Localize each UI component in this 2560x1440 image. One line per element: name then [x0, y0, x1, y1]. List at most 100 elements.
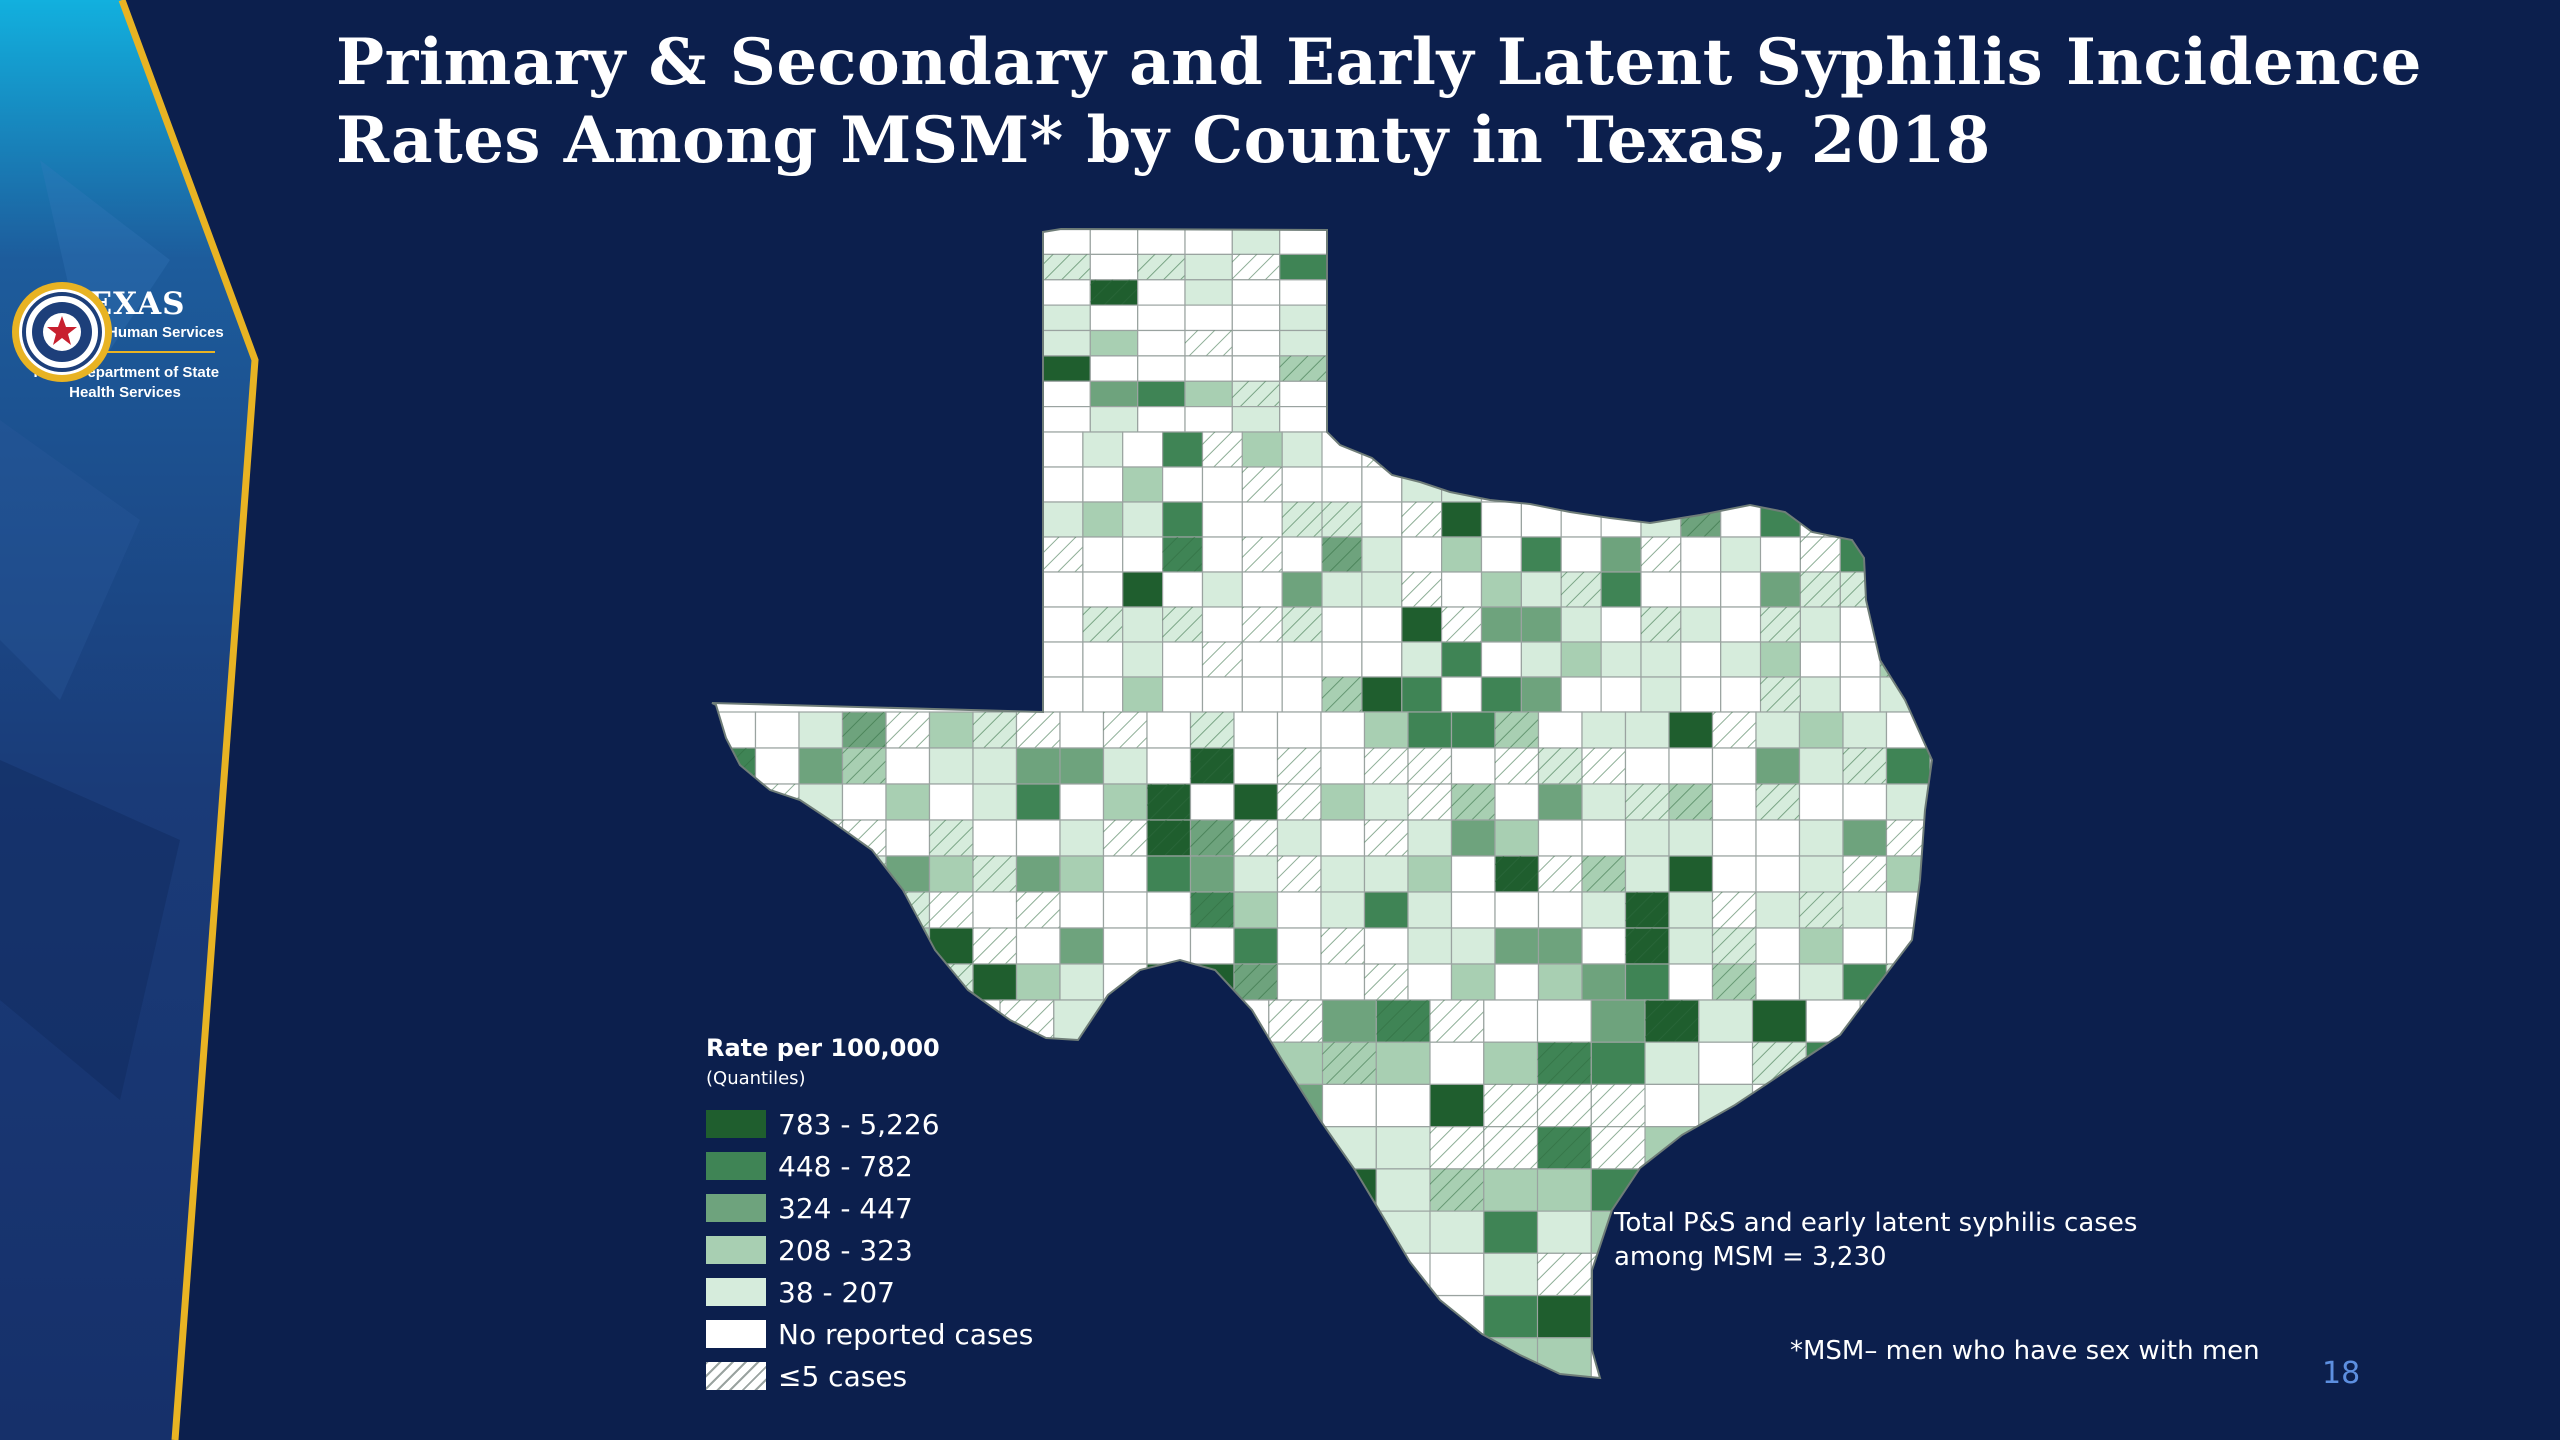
county: [1483, 1041, 1539, 1085]
county: [1407, 963, 1453, 1001]
county: [1122, 641, 1164, 678]
county-hatch: [1147, 784, 1191, 820]
county: [1184, 279, 1233, 306]
county: [1590, 1168, 1646, 1212]
county: [1600, 431, 1642, 468]
county: [972, 963, 1018, 1001]
county: [1361, 466, 1403, 503]
county-hatch: [1537, 1253, 1592, 1296]
county-hatch: [1190, 820, 1234, 856]
county: [1842, 783, 1888, 821]
county: [885, 855, 931, 893]
county: [798, 891, 844, 929]
county: [1600, 571, 1642, 608]
county-hatch: [1242, 537, 1283, 572]
legend-swatch: [706, 1152, 766, 1180]
county: [1201, 501, 1244, 538]
county: [1440, 641, 1483, 678]
county: [1668, 819, 1714, 857]
county-hatch: [1376, 1000, 1431, 1043]
county: [1429, 1210, 1485, 1254]
legend-swatch: [706, 1362, 766, 1390]
county: [1720, 466, 1762, 503]
county: [1536, 1210, 1592, 1254]
county-hatch: [842, 856, 886, 892]
county-hatch: [1625, 892, 1669, 928]
county: [1281, 431, 1323, 468]
county: [885, 747, 931, 785]
county: [1015, 819, 1061, 857]
county: [1160, 999, 1216, 1043]
county-hatch: [1591, 1126, 1646, 1169]
county-hatch: [1162, 537, 1203, 572]
county-hatch: [1712, 712, 1756, 748]
county: [1581, 783, 1627, 821]
county: [1483, 1168, 1539, 1212]
county-hatch: [1322, 1042, 1377, 1085]
county: [1189, 927, 1235, 965]
county: [1698, 1126, 1754, 1170]
county: [1401, 641, 1443, 678]
county: [1711, 819, 1757, 857]
county: [972, 783, 1018, 821]
county: [1137, 355, 1186, 382]
county: [1042, 279, 1091, 306]
legend-item: No reported cases: [706, 1313, 1126, 1355]
county: [1698, 1294, 1754, 1339]
county: [1560, 501, 1602, 538]
county: [1161, 501, 1204, 538]
county: [1361, 606, 1403, 643]
county-hatch: [1090, 279, 1138, 306]
county-hatch: [1161, 1337, 1216, 1378]
county: [1146, 963, 1192, 1001]
legend-item: ≤5 cases: [706, 1355, 1126, 1397]
county: [1042, 355, 1091, 382]
county-hatch: [1641, 607, 1681, 642]
county: [1401, 676, 1443, 713]
county-hatch: [1712, 928, 1756, 964]
county: [885, 927, 931, 965]
county: [1281, 676, 1323, 713]
county: [1401, 536, 1443, 573]
county-hatch: [1161, 1084, 1216, 1127]
county: [1320, 747, 1366, 785]
county: [1042, 229, 1091, 255]
county: [754, 891, 800, 929]
county: [1321, 1210, 1377, 1254]
county-hatch: [842, 712, 886, 748]
county: [1885, 891, 1931, 929]
county-hatch: [1800, 502, 1841, 537]
county-hatch: [1082, 607, 1123, 642]
county: [1885, 747, 1931, 785]
county: [1720, 641, 1762, 678]
county: [1759, 466, 1802, 503]
county: [1520, 466, 1562, 503]
county: [1214, 1168, 1270, 1212]
county: [1137, 229, 1186, 255]
county: [1201, 466, 1244, 503]
county: [1184, 229, 1233, 255]
legend-label: 324 - 447: [778, 1191, 913, 1225]
county: [1015, 747, 1061, 785]
county: [1089, 229, 1139, 255]
county: [1201, 536, 1244, 573]
county: [798, 963, 844, 1001]
county: [1520, 431, 1562, 468]
county: [1668, 927, 1714, 965]
county: [1361, 536, 1403, 573]
county: [712, 819, 757, 857]
county: [1281, 641, 1323, 678]
county: [798, 855, 844, 893]
logo-divider: [35, 351, 215, 353]
legend-swatch: [706, 1110, 766, 1138]
county: [1375, 1252, 1431, 1297]
county: [1201, 676, 1244, 713]
county: [1537, 819, 1583, 857]
county-hatch: [1401, 572, 1442, 607]
county: [1184, 253, 1233, 281]
county-hatch: [1886, 964, 1930, 1000]
county: [1440, 571, 1483, 608]
county: [1879, 676, 1921, 713]
county: [1042, 431, 1084, 468]
